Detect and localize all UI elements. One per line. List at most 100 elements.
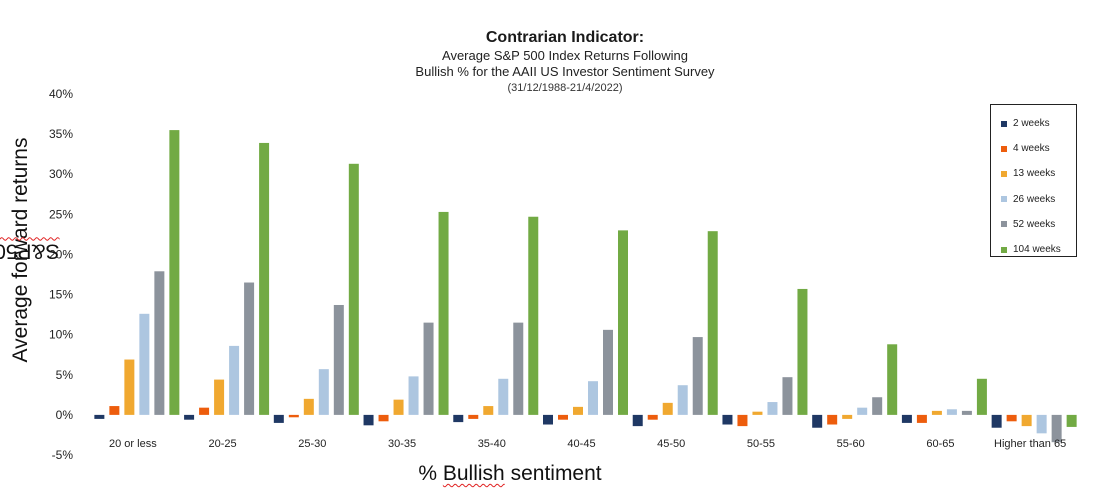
bar-4-weeks-3 (378, 414, 389, 422)
bar-4-weeks-2 (288, 414, 299, 418)
bar-2-weeks-9 (901, 414, 912, 423)
bar-2-weeks-6 (632, 414, 643, 427)
y-tick-label: 20% (49, 247, 73, 261)
bar-104-weeks-0 (169, 130, 180, 415)
x-tick-label: 25-30 (298, 438, 326, 450)
y-tick-label: 30% (49, 167, 73, 181)
x-tick-label: 20-25 (209, 438, 237, 450)
x-tick-label: 45-50 (657, 438, 685, 450)
bar-104-weeks-5 (618, 230, 628, 415)
legend-item: 13 weeks (1001, 161, 1076, 186)
y-tick-label: 0% (56, 408, 74, 422)
chart-title-block: Contrarian Indicator: Average S&P 500 In… (330, 28, 800, 96)
bar-4-weeks-0 (109, 406, 120, 415)
bar-13-weeks-2 (303, 398, 314, 415)
chart-subtitle-line-1: Average S&P 500 Index Returns Following (442, 48, 688, 63)
legend-swatch (1001, 196, 1007, 203)
x-tick-label: 35-40 (478, 438, 506, 450)
legend-item: 2 weeks (1001, 111, 1076, 136)
legend-label: 26 weeks (1013, 193, 1056, 205)
bar-4-weeks-4 (468, 414, 479, 419)
bar-2-weeks-2 (273, 414, 284, 423)
bar-104-weeks-6 (707, 231, 718, 415)
legend-swatch (1001, 120, 1007, 127)
x-tick-label: 55-60 (837, 438, 865, 450)
bar-26-weeks-10 (1036, 414, 1047, 434)
bar-2-weeks-1 (184, 414, 195, 420)
y-tick-label: 10% (49, 328, 73, 342)
legend-label: 104 weeks (1013, 244, 1061, 256)
bar-52-weeks-10 (1051, 414, 1062, 443)
x-tick-label: 30-35 (388, 438, 416, 450)
bar-4-weeks-9 (916, 414, 927, 423)
y-tick-label: -5% (52, 448, 74, 462)
bar-26-weeks-0 (139, 313, 150, 415)
y-tick-label: 15% (49, 288, 73, 302)
bar-13-weeks-10 (1021, 414, 1032, 427)
bar-2-weeks-4 (453, 414, 464, 423)
legend-item: 4 weeks (1001, 136, 1076, 161)
bar-2-weeks-5 (543, 414, 553, 425)
legend-label: 52 weeks (1013, 218, 1056, 230)
bar-52-weeks-2 (333, 304, 344, 415)
bar-2-weeks-7 (722, 414, 733, 425)
bar-26-weeks-8 (857, 407, 868, 415)
bar-26-weeks-6 (677, 385, 688, 415)
bar-4-weeks-8 (827, 414, 838, 425)
bar-26-weeks-7 (767, 402, 778, 415)
x-tick-label: Higher than 65 (994, 438, 1066, 450)
bar-104-weeks-2 (348, 163, 359, 415)
bar-52-weeks-6 (692, 337, 703, 415)
x-tick-label: 40-45 (567, 438, 595, 450)
bar-13-weeks-6 (662, 402, 673, 415)
bar-13-weeks-4 (483, 406, 494, 415)
y-tick-label: 40% (49, 87, 73, 101)
bar-104-weeks-8 (887, 344, 898, 415)
bar-104-weeks-10 (1066, 414, 1077, 427)
bar-4-weeks-5 (558, 414, 568, 420)
chart-date-range: (31/12/1988-21/4/2022) (507, 82, 623, 94)
legend-swatch (1001, 145, 1007, 152)
bar-52-weeks-9 (961, 410, 972, 415)
bar-2-weeks-8 (812, 414, 823, 428)
legend-swatch (1001, 246, 1007, 253)
x-axis-title: % Bullish sentiment (418, 462, 602, 485)
bar-26-weeks-1 (229, 345, 240, 415)
bar-2-weeks-10 (991, 414, 1002, 428)
bar-4-weeks-10 (1006, 414, 1017, 422)
bar-104-weeks-1 (259, 142, 270, 415)
legend-item: 52 weeks (1001, 212, 1076, 237)
bar-104-weeks-4 (528, 216, 539, 415)
x-tick-label: 50-55 (747, 438, 775, 450)
legend-item: 26 weeks (1001, 187, 1076, 212)
bar-104-weeks-9 (976, 378, 987, 415)
legend-swatch (1001, 221, 1007, 228)
bar-26-weeks-2 (318, 369, 329, 415)
chart-subtitle-line-2: Bullish % for the AAII US Investor Senti… (415, 64, 715, 79)
bar-2-weeks-0 (94, 414, 105, 419)
bar-13-weeks-5 (573, 406, 583, 415)
bar-52-weeks-0 (154, 271, 165, 415)
bar-52-weeks-3 (423, 322, 434, 415)
bar-26-weeks-4 (498, 378, 509, 415)
bar-52-weeks-8 (872, 397, 883, 415)
legend-label: 4 weeks (1013, 143, 1050, 155)
bar-52-weeks-7 (782, 377, 793, 415)
x-tick-label: 60-65 (926, 438, 954, 450)
bar-13-weeks-9 (931, 410, 942, 415)
bar-13-weeks-0 (124, 359, 135, 415)
bar-52-weeks-4 (513, 322, 524, 415)
bar-52-weeks-1 (244, 282, 255, 415)
bar-13-weeks-3 (393, 399, 404, 415)
bar-13-weeks-1 (214, 379, 225, 415)
bar-104-weeks-7 (797, 288, 808, 415)
bar-13-weeks-7 (752, 411, 763, 415)
bar-13-weeks-8 (842, 414, 853, 419)
bar-4-weeks-6 (647, 414, 658, 420)
bar-4-weeks-1 (199, 407, 210, 415)
x-tick-label: 20 or less (109, 438, 157, 450)
y-tick-label: 35% (49, 127, 73, 141)
